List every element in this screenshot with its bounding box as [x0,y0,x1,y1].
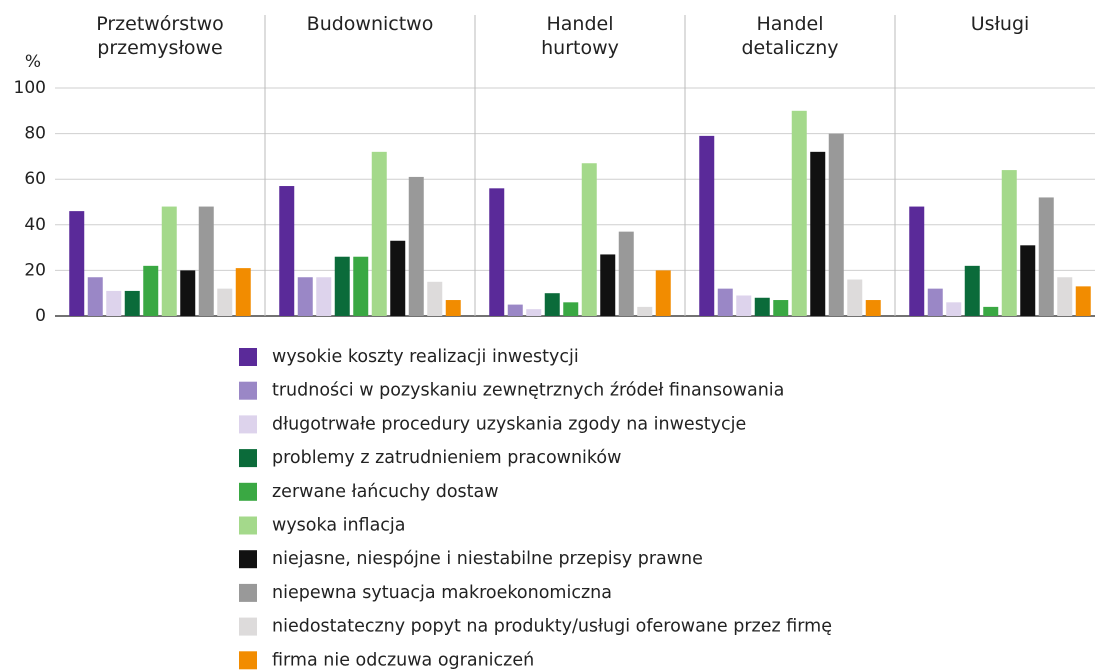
bar [143,265,159,316]
legend-swatch [239,415,257,434]
bar [1075,286,1091,316]
legend-swatch [239,381,257,400]
bar [655,270,671,316]
bar [909,206,925,316]
bar [581,163,597,316]
legend-label: długotrwałe procedury uzyskania zgody na… [272,414,746,434]
bar [637,306,653,316]
bar [847,279,863,316]
bar [371,151,387,316]
bar [1038,197,1054,316]
y-tick-label: 60 [24,169,46,189]
bar [297,277,313,316]
bar [699,135,715,316]
bar [736,295,752,316]
bar [773,300,789,316]
bar [1001,170,1017,316]
bar [106,290,122,316]
bar [279,186,295,316]
y-tick-label: 0 [35,306,46,326]
bar [353,256,369,316]
legend-label: niepewna sytuacja makroekonomiczna [272,583,612,603]
y-tick-label: 20 [24,260,46,280]
legend-label: niedostateczny popyt na produkty/usługi … [272,617,832,637]
bar [828,133,844,316]
bar [316,277,332,316]
bar [865,300,881,316]
legend-swatch [239,651,257,670]
legend-label: niejasne, niespójne i niestabilne przepi… [272,549,703,569]
bar [600,254,616,316]
bar [334,256,350,316]
legend-label: trudności w pozyskaniu zewnętrznych źród… [272,381,784,401]
legend-label: problemy z zatrudnieniem pracowników [272,448,621,468]
legend-swatch [239,550,257,569]
bar [217,288,233,316]
bar [161,206,177,316]
category-label: Przetwórstwo przemysłowe [96,13,224,59]
legend-swatch [239,516,257,535]
bar [489,188,505,316]
bar [946,302,962,316]
legend-swatch [239,482,257,501]
bar [1020,245,1036,316]
bar [717,288,733,316]
bar [427,281,443,316]
bar [198,206,214,316]
bar [791,110,807,316]
bar [69,211,85,316]
category-label: Budownictwo [306,13,434,35]
bar [87,277,103,316]
bar [507,304,523,316]
legend-swatch [239,617,257,636]
bar [526,309,542,316]
bar [1057,277,1073,316]
legend-label: wysoka inflacja [272,516,406,536]
category-label: Usługi [970,13,1030,35]
bar [927,288,943,316]
legend-swatch [239,449,257,468]
bar [983,306,999,316]
legend-swatch [239,583,257,602]
category-label: Handel hurtowy [541,13,619,59]
bar [563,302,579,316]
y-tick-label: 100 [14,78,46,98]
y-tick-label: 40 [24,215,46,235]
bar [544,293,560,316]
bar [445,300,461,316]
bar [390,240,406,316]
bar [408,176,424,316]
bar [618,231,634,316]
y-axis-label: % [25,52,41,72]
y-tick-label: 80 [24,124,46,144]
legend-label: zerwane łańcuchy dostaw [272,482,499,502]
bar [180,270,196,316]
bar [235,268,251,316]
bar [754,297,770,316]
category-label: Handel detaliczny [741,13,839,59]
legend-label: firma nie odczuwa ograniczeń [272,650,534,670]
bar [124,290,140,316]
legend-label: wysokie koszty realizacji inwestycji [272,347,579,367]
legend-swatch [239,348,257,366]
bar [964,265,980,316]
bar [810,151,826,316]
